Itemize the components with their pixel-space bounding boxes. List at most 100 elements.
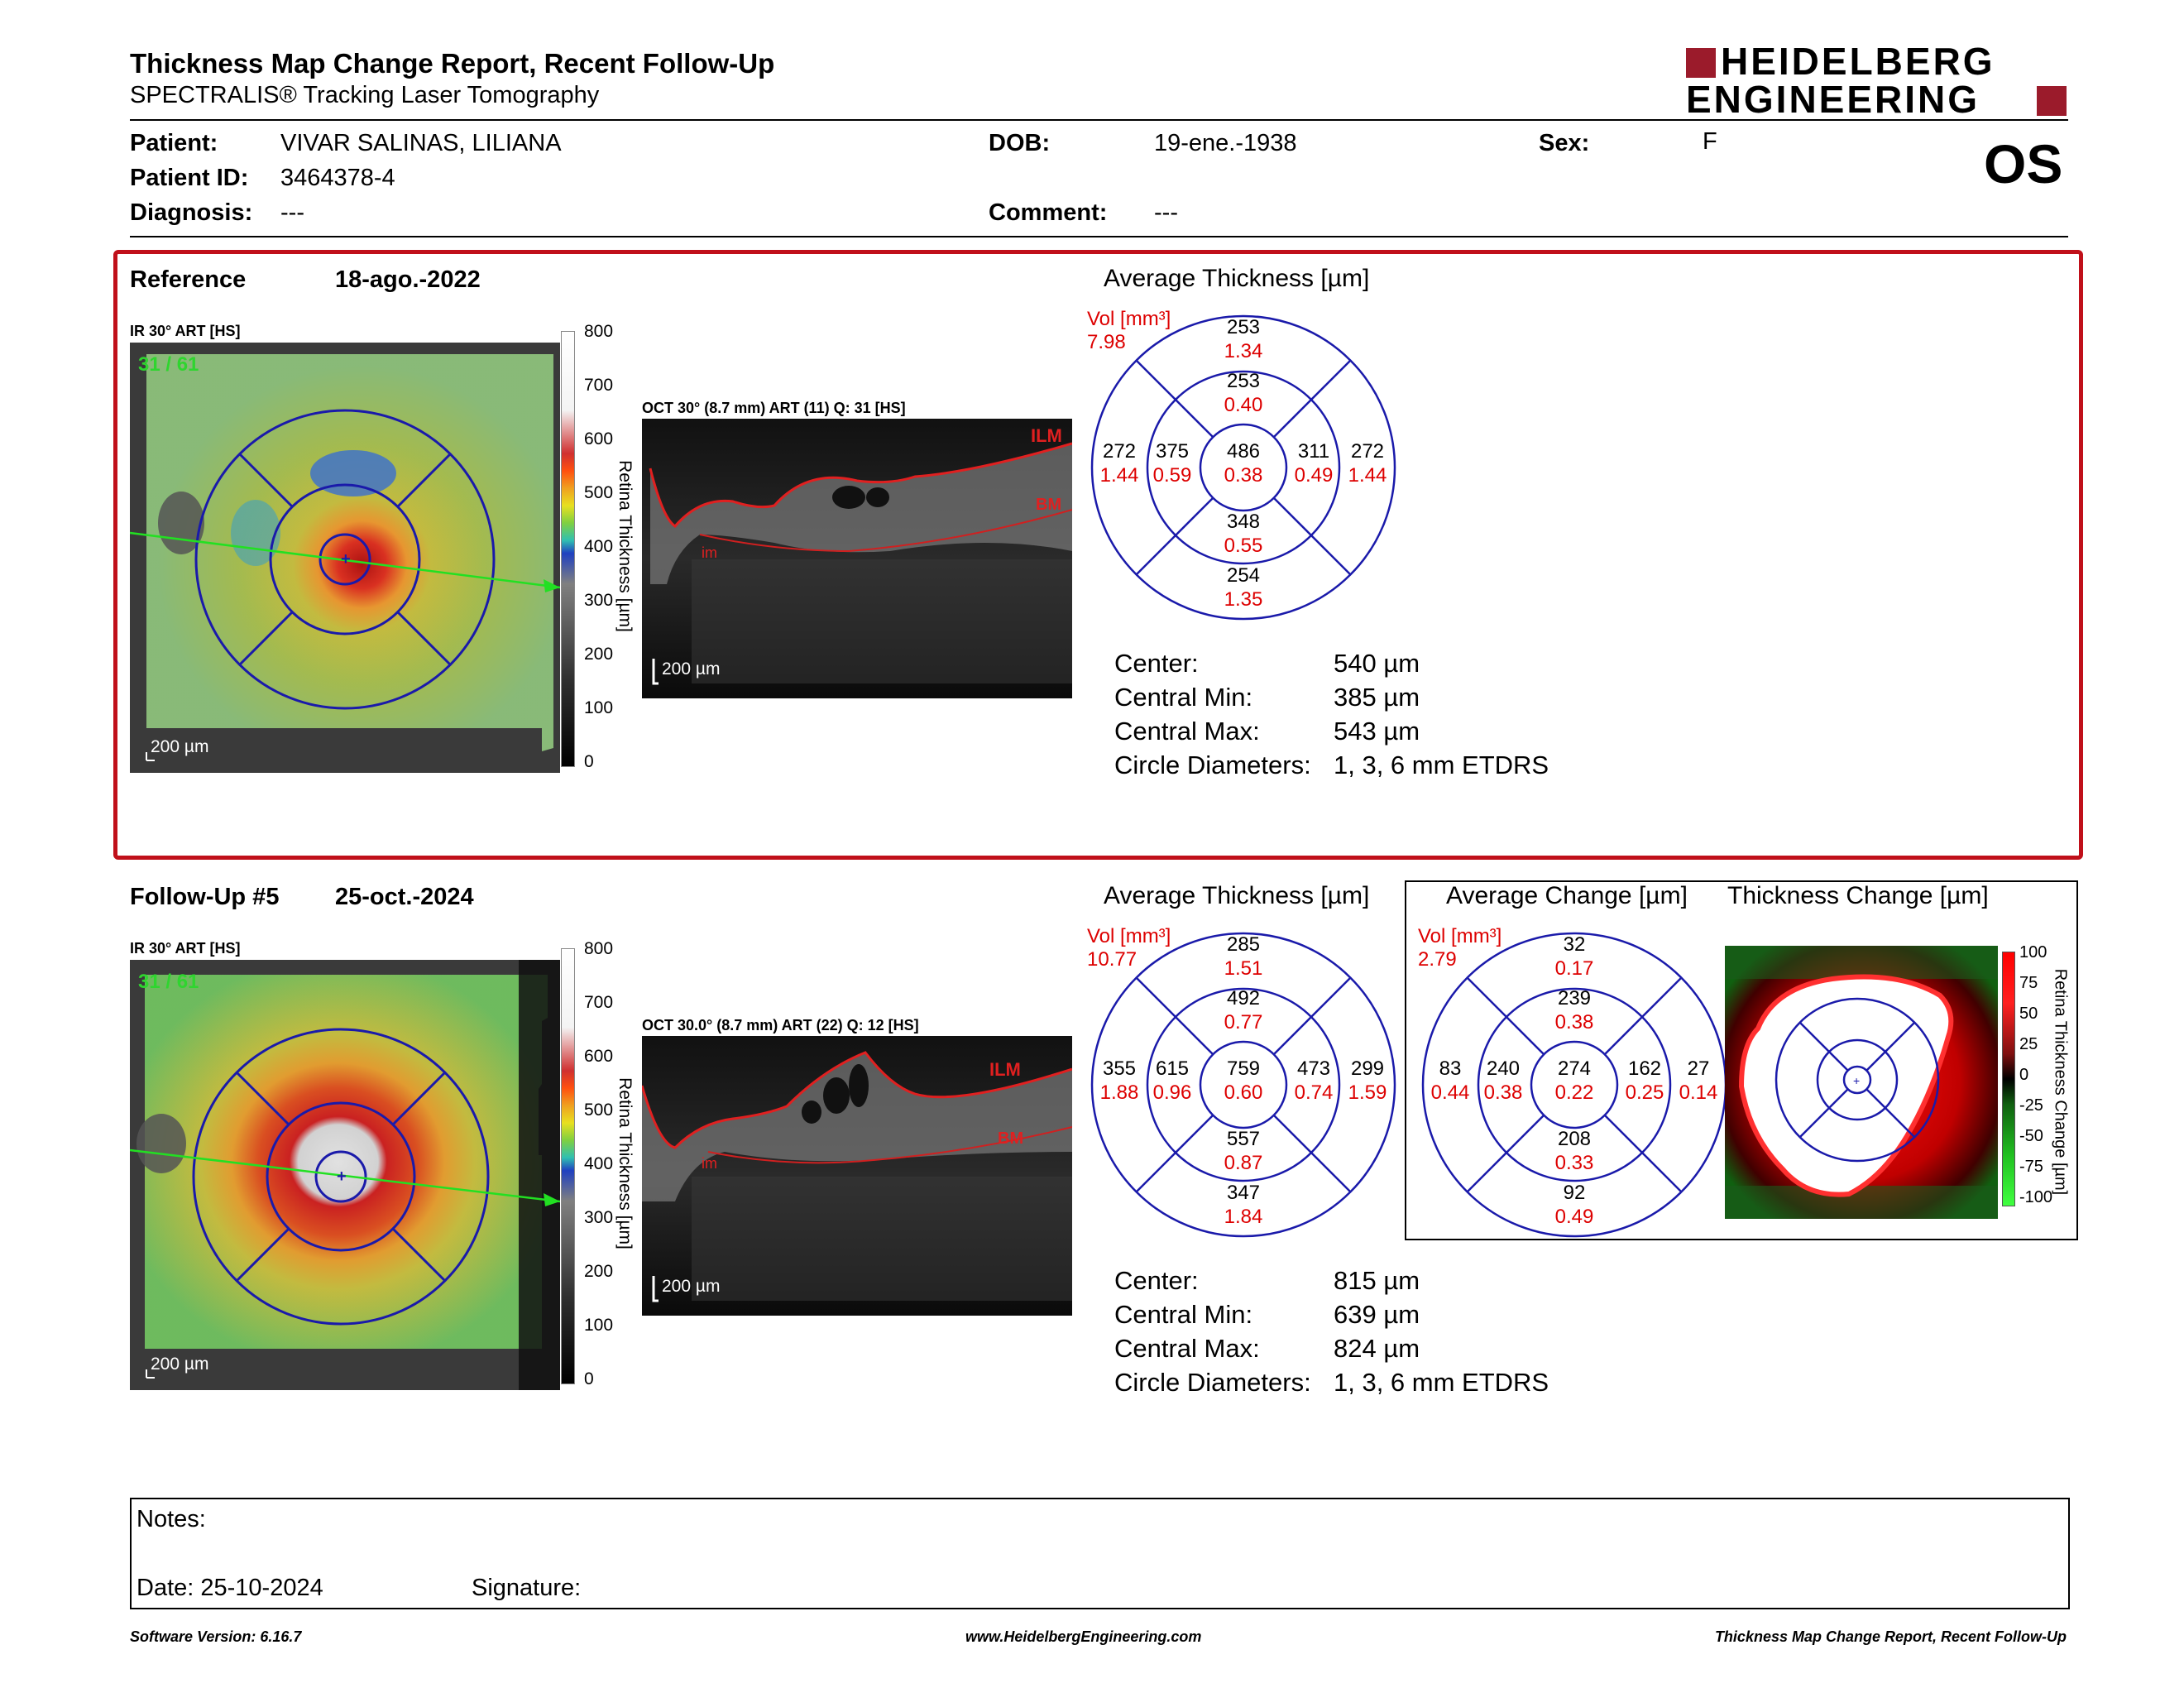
chg-cb-tick: 75 — [2019, 974, 2038, 992]
thickness-value: 254 — [1226, 564, 1261, 587]
footer-report-name: Thickness Map Change Report, Recent Foll… — [1714, 1628, 2067, 1645]
chg-sector-outer-left: 83 0.44 — [1417, 1057, 1483, 1105]
ref-oct-label: OCT 30° (8.7 mm) ART (11) Q: 31 [HS] — [642, 400, 906, 416]
fu-sector-inner-left: 615 0.96 — [1139, 1057, 1205, 1105]
brand-logo: HEIDELBERG ENGINEERING — [1686, 41, 2068, 119]
ref-sector-outer-left: 272 1.44 — [1086, 439, 1152, 487]
sex-label: Sex: — [1539, 130, 1590, 156]
fu-thickness-colorbar — [561, 948, 575, 1384]
fu-stat-value: 824 µm — [1334, 1334, 1420, 1363]
chg-sector-outer-bottom: 92 0.49 — [1541, 1181, 1607, 1229]
ref-ilm-marker: ILM — [1031, 425, 1062, 446]
volume-value: 1.88 — [1099, 1081, 1139, 1104]
thickness-value: 759 — [1226, 1057, 1261, 1080]
fu-cb-tick: 600 — [584, 1047, 614, 1066]
fu-sector-outer-top: 285 1.51 — [1210, 933, 1276, 981]
fu-stat-label: Circle Diameters: — [1114, 1368, 1311, 1397]
comment-value: --- — [1154, 199, 1178, 226]
chg-cb-tick: -75 — [2019, 1158, 2043, 1176]
reference-section — [113, 250, 2083, 860]
volume-value: 1.51 — [1224, 957, 1263, 980]
volume-value: 0.40 — [1224, 394, 1263, 416]
ref-stat-label: Circle Diameters: — [1114, 750, 1311, 779]
fu-ir-label: IR 30° ART [HS] — [130, 940, 241, 957]
fu-cb-tick: 400 — [584, 1154, 614, 1173]
ref-vol-label: Vol [mm³] — [1087, 308, 1171, 330]
ref-sector-outer-top: 253 1.34 — [1210, 315, 1276, 363]
change-value: 162 — [1627, 1057, 1662, 1080]
followup-date: 25-oct.-2024 — [335, 884, 474, 910]
fu-cb-tick: 500 — [584, 1101, 614, 1120]
thickness-value: 285 — [1226, 933, 1261, 956]
chg-cb-tick: -25 — [2019, 1096, 2043, 1115]
eye-indicator: OS — [1984, 133, 2063, 194]
volume-value: 0.59 — [1152, 464, 1192, 487]
ref-thickness-colorbar — [561, 331, 575, 767]
thickness-value: 253 — [1226, 316, 1261, 338]
dob-value: 19-ene.-1938 — [1154, 130, 1297, 156]
chg-cb-tick: -100 — [2019, 1188, 2053, 1206]
patient-rule — [130, 236, 2068, 237]
report-title: Thickness Map Change Report, Recent Foll… — [130, 48, 775, 79]
ref-cb-tick: 600 — [584, 429, 614, 448]
ref-etdrs-grid — [1090, 314, 1396, 621]
thickness-value: 375 — [1155, 440, 1190, 463]
ref-colorbar-ticks: 800 700 600 500 400 300 200 100 0 — [584, 322, 634, 771]
volume-value: 0.60 — [1224, 1081, 1263, 1104]
volume-value: 0.74 — [1294, 1081, 1334, 1104]
volume-value: 0.17 — [1554, 957, 1594, 980]
ref-ir-label: IR 30° ART [HS] — [130, 323, 241, 339]
fu-sector-outer-left: 355 1.88 — [1086, 1057, 1152, 1105]
chg-sector-inner-left: 240 0.38 — [1470, 1057, 1536, 1105]
fu-ir-counter: 31 / 61 — [138, 971, 199, 993]
volume-value: 0.87 — [1224, 1152, 1263, 1174]
fu-colorbar-label: Retina Thickness [µm] — [615, 1077, 635, 1249]
volume-value: 1.34 — [1224, 340, 1263, 362]
change-vol-label: Vol [mm³] — [1418, 925, 1502, 947]
fu-sector-inner-bottom: 557 0.87 — [1210, 1127, 1276, 1175]
change-value: 92 — [1563, 1182, 1586, 1204]
brand-logo-square-icon-2 — [2037, 86, 2067, 116]
ref-im-marker: im — [702, 544, 717, 561]
thickness-value: 557 — [1226, 1128, 1261, 1150]
fu-oct-bscan: ILM BM im — [642, 1036, 1072, 1316]
change-colorbar — [2002, 952, 2015, 1206]
fu-sector-inner-top: 492 0.77 — [1210, 986, 1276, 1034]
ref-cb-tick: 700 — [584, 376, 614, 395]
fu-vol-label: Vol [mm³] — [1087, 925, 1171, 947]
volume-value: 0.25 — [1625, 1081, 1664, 1104]
volume-value: 1.35 — [1224, 588, 1263, 611]
fu-ilm-marker: ILM — [989, 1059, 1021, 1080]
ref-cb-tick: 800 — [584, 322, 614, 341]
signature-label[interactable]: Signature: — [472, 1575, 582, 1601]
ref-avg-title: Average Thickness [µm] — [1104, 265, 1370, 292]
patient-name: VIVAR SALINAS, LILIANA — [280, 130, 562, 156]
fu-cb-tick: 100 — [584, 1316, 614, 1335]
change-avg-title: Average Change [µm] — [1446, 882, 1688, 909]
patient-id-label: Patient ID: — [130, 165, 249, 191]
footer-website-link[interactable]: www.HeidelbergEngineering.com — [965, 1628, 1202, 1645]
change-value: 240 — [1486, 1057, 1521, 1080]
volume-value: 0.22 — [1554, 1081, 1594, 1104]
ref-cb-tick: 500 — [584, 483, 614, 502]
fu-cb-tick: 0 — [584, 1369, 594, 1388]
fu-ir-thickness-map: 31 / 61 + — [130, 960, 560, 1390]
fu-oct-scale: 200 µm — [662, 1277, 721, 1296]
ref-colorbar-label: Retina Thickness [µm] — [615, 460, 635, 632]
notes-box — [130, 1498, 2070, 1609]
ref-stat-value: 1, 3, 6 mm ETDRS — [1334, 750, 1549, 779]
fu-cb-tick: 300 — [584, 1208, 614, 1227]
brand-line-1: HEIDELBERG — [1721, 40, 1995, 83]
comment-label: Comment: — [989, 199, 1108, 226]
patient-id: 3464378-4 — [280, 165, 395, 191]
fu-vol-value: 10.77 — [1087, 948, 1138, 971]
change-map-title: Thickness Change [µm] — [1727, 882, 1989, 909]
chg-sector-center: 274 0.22 — [1541, 1057, 1607, 1105]
chg-cb-tick: -50 — [2019, 1127, 2043, 1145]
chg-sector-inner-right: 162 0.25 — [1612, 1057, 1678, 1105]
thickness-value: 272 — [1102, 440, 1137, 463]
notes-label[interactable]: Notes: — [136, 1506, 206, 1532]
thickness-value: 299 — [1350, 1057, 1385, 1080]
ref-stat-value: 385 µm — [1334, 683, 1420, 712]
ref-sector-inner-right: 311 0.49 — [1281, 439, 1347, 487]
